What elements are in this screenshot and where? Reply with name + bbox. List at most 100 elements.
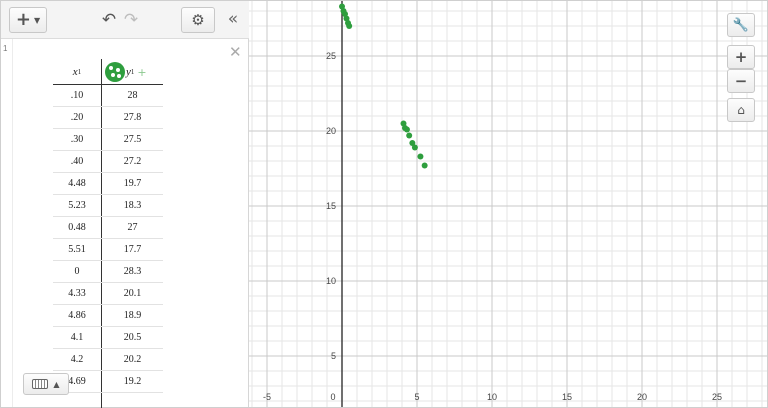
cell-y[interactable]: 20.5 <box>123 332 142 343</box>
plus-icon: + <box>734 48 748 66</box>
cell-x[interactable]: 4.86 <box>68 310 86 321</box>
cell-y[interactable]: 19.7 <box>123 178 142 189</box>
table-row: 4.33 20.1 <box>53 283 163 305</box>
table-row: .20 27.8 <box>53 107 163 129</box>
table-row: .30 27.5 <box>53 129 163 151</box>
cell-y[interactable]: 17.7 <box>123 244 142 255</box>
cell-x[interactable]: 4.1 <box>70 332 84 343</box>
gear-icon: ⚙ <box>191 11 205 29</box>
wrench-icon: 🔧 <box>732 17 750 33</box>
x-tick-label: 10 <box>487 392 497 402</box>
x-tick-label: 25 <box>712 392 722 402</box>
y-tick-label: 25 <box>326 51 336 61</box>
cell-y[interactable]: 18.9 <box>123 310 142 321</box>
y-tick-label: 20 <box>326 126 336 136</box>
y-tick-label: 10 <box>326 276 336 286</box>
data-point <box>409 140 416 146</box>
data-point <box>402 125 408 131</box>
data-points <box>339 3 428 169</box>
cell-y[interactable]: 27.8 <box>123 112 142 123</box>
cell-y[interactable]: 27.5 <box>123 134 142 145</box>
data-point <box>421 162 428 169</box>
data-point <box>339 3 345 10</box>
tick-labels: -5 0 5 10 15 20 25 5 10 15 20 25 <box>263 51 722 402</box>
cell-x[interactable]: 4.2 <box>70 354 84 365</box>
cell-x[interactable]: 4.69 <box>68 376 86 387</box>
data-point <box>417 153 424 160</box>
cell-x[interactable]: 5.23 <box>68 200 86 211</box>
cell-y[interactable]: 20.1 <box>123 288 142 299</box>
data-point <box>411 144 418 151</box>
cell-y[interactable]: 28 <box>127 90 138 101</box>
y-header-subscript: 1 <box>130 68 135 76</box>
delete-expression-icon[interactable]: ✕ <box>229 43 242 61</box>
table-row: .10 28 <box>53 85 163 107</box>
home-icon: ⌂ <box>737 103 745 117</box>
minus-icon: − <box>734 72 748 90</box>
keyboard-icon <box>32 379 49 389</box>
table-row: 5.51 17.7 <box>53 239 163 261</box>
undo-icon[interactable]: ↶ <box>101 10 117 30</box>
cell-x[interactable]: .20 <box>70 112 84 123</box>
expression-toolbar: + ▼ ↶ ↷ ⚙ « <box>1 1 249 39</box>
cell-y[interactable]: 27.2 <box>123 156 142 167</box>
x-header-subscript: 1 <box>77 68 82 76</box>
data-point <box>346 23 353 29</box>
graph-settings-button[interactable]: 🔧 <box>727 13 755 37</box>
plus-icon: + <box>15 9 31 30</box>
caret-up-icon: ▲ <box>53 379 60 389</box>
default-viewport-button[interactable]: ⌂ <box>727 98 755 122</box>
settings-button[interactable]: ⚙ <box>181 7 215 33</box>
column-divider <box>101 59 102 408</box>
cell-x[interactable]: 0 <box>74 266 80 277</box>
y-tick-label: 5 <box>331 351 336 361</box>
table-row: 4.2 20.2 <box>53 349 163 371</box>
redo-icon[interactable]: ↷ <box>123 10 139 30</box>
table-row: 0.48 27 <box>53 217 163 239</box>
x-tick-label: 15 <box>562 392 572 402</box>
zoom-in-button[interactable]: + <box>727 45 755 69</box>
cell-y[interactable]: 28.3 <box>123 266 142 277</box>
graph-paper[interactable]: -5 0 5 10 15 20 25 5 10 15 20 25 🔧 + − ⌂ <box>249 1 767 407</box>
table-row: 4.86 18.9 <box>53 305 163 327</box>
cell-y[interactable]: 20.2 <box>123 354 142 365</box>
y-tick-label: 15 <box>326 201 336 211</box>
cell-x[interactable]: 5.51 <box>68 244 86 255</box>
cell-x[interactable]: 0.48 <box>68 222 86 233</box>
cell-x[interactable]: 4.33 <box>68 288 86 299</box>
cell-y[interactable]: 18.3 <box>123 200 142 211</box>
table-row: 0 28.3 <box>53 261 163 283</box>
expression-index: 1 <box>3 44 8 53</box>
cell-x[interactable]: .40 <box>70 156 84 167</box>
x-tick-label: 0 <box>330 392 335 402</box>
cell-x[interactable]: .10 <box>70 90 84 101</box>
point-style-icon[interactable] <box>105 62 125 82</box>
minor-grid <box>249 1 767 407</box>
x-tick-label: 5 <box>414 392 419 402</box>
table-row: 4.1 20.5 <box>53 327 163 349</box>
keyboard-toggle-button[interactable]: ▲ <box>23 373 69 395</box>
cell-y[interactable]: 27 <box>127 222 138 233</box>
cell-y[interactable]: 19.2 <box>123 376 142 387</box>
cell-x[interactable]: .30 <box>70 134 84 145</box>
table-row: .40 27.2 <box>53 151 163 173</box>
cell-x[interactable]: 4.48 <box>68 178 86 189</box>
collapse-panel-icon[interactable]: « <box>227 9 239 29</box>
major-grid <box>249 1 767 407</box>
zoom-out-button[interactable]: − <box>727 69 755 93</box>
table-row: 4.69 19.2 <box>53 371 163 393</box>
table-row: 5.23 18.3 <box>53 195 163 217</box>
table-row: 4.48 19.7 <box>53 173 163 195</box>
expression-gutter: 1 <box>1 39 13 407</box>
data-point <box>406 132 413 139</box>
graph-canvas[interactable]: -5 0 5 10 15 20 25 5 10 15 20 25 <box>249 1 767 407</box>
add-item-button[interactable]: + ▼ <box>9 7 47 33</box>
add-column-icon[interactable]: + <box>137 65 147 79</box>
x-header-label: x <box>72 66 78 78</box>
